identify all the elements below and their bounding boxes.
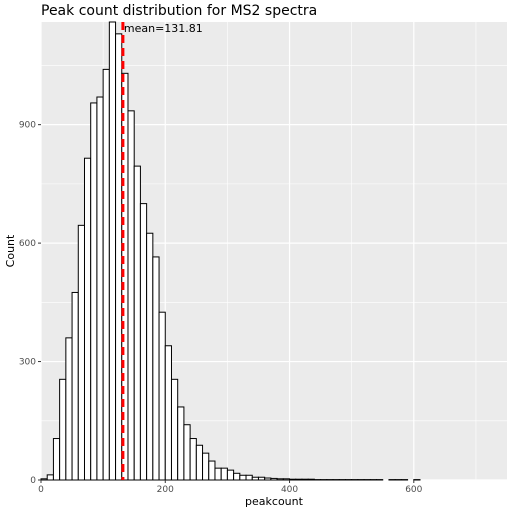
histogram-bar: [233, 472, 241, 481]
histogram-bar: [239, 474, 247, 481]
histogram-bar: [220, 467, 228, 481]
histogram-bar: [133, 165, 141, 481]
y-tick-label: 0: [30, 476, 36, 486]
histogram-bar: [189, 438, 197, 481]
histogram-bar: [108, 21, 117, 481]
x-tick-label: 200: [157, 485, 174, 495]
histogram-bar: [52, 438, 61, 481]
y-axis-title: Count: [4, 234, 17, 267]
y-axis: 0 300 600 900: [19, 121, 41, 486]
x-axis: 0 200 400 600: [38, 480, 423, 495]
histogram-bar: [289, 478, 297, 481]
histogram-bar: [214, 467, 222, 481]
histogram-bar: [282, 478, 291, 481]
bars-group: [40, 21, 421, 481]
x-tick-label: 600: [405, 485, 422, 495]
histogram-bar: [152, 256, 160, 481]
histogram-bar: [83, 157, 92, 481]
histogram-bar: [295, 478, 303, 481]
histogram-bar: [139, 203, 148, 481]
histogram-bar: [164, 345, 172, 481]
histogram-bar: [245, 474, 253, 481]
histogram-bar: [158, 311, 166, 481]
histogram-bar: [264, 477, 272, 481]
y-tick-label: 900: [19, 121, 36, 131]
histogram-bar: [59, 378, 67, 481]
x-tick-label: 400: [281, 485, 298, 495]
histogram-bar: [195, 444, 204, 481]
histogram-bar: [257, 476, 266, 481]
histogram-bar: [276, 478, 284, 481]
histogram-bar: [96, 96, 104, 481]
x-axis-title: peakcount: [245, 495, 304, 508]
histogram-bar: [183, 424, 191, 481]
histogram-bar: [270, 477, 278, 481]
histogram-bar: [146, 232, 154, 481]
histogram-bar: [170, 378, 179, 481]
y-tick-label: 600: [19, 239, 36, 249]
histogram-bar: [251, 476, 259, 481]
histogram-bar: [202, 452, 210, 481]
histogram-bar: [208, 460, 216, 481]
histogram-bar: [40, 478, 48, 481]
y-tick-label: 300: [19, 358, 36, 368]
mean-annotation: mean=131.81: [124, 22, 203, 35]
histogram-bar: [177, 406, 185, 481]
histogram-bar: [77, 224, 85, 481]
histogram-bar: [307, 478, 315, 481]
histogram-bar: [90, 102, 98, 481]
histogram-bar: [301, 478, 309, 481]
histogram-bar: [46, 474, 54, 481]
histogram-bar: [115, 33, 123, 481]
histogram-bar: [65, 337, 73, 481]
histogram-bar: [71, 291, 79, 481]
chart-title: Peak count distribution for MS2 spectra: [41, 3, 317, 19]
histogram-bar: [127, 110, 135, 481]
histogram-bar: [102, 68, 110, 481]
histogram-bar: [226, 469, 235, 481]
x-tick-label: 0: [38, 485, 44, 495]
